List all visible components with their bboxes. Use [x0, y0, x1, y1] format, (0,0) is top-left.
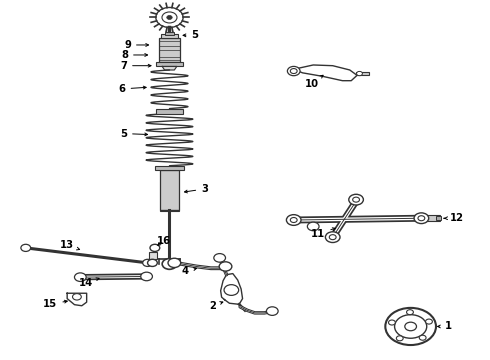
Text: 8: 8 — [121, 50, 147, 60]
Circle shape — [147, 259, 157, 266]
Circle shape — [389, 320, 395, 325]
Bar — [160, 210, 179, 211]
Circle shape — [224, 285, 239, 296]
Bar — [156, 62, 183, 66]
Circle shape — [357, 71, 363, 76]
Circle shape — [349, 194, 364, 205]
Circle shape — [21, 244, 30, 251]
Text: 13: 13 — [59, 240, 79, 250]
Text: 11: 11 — [311, 228, 335, 239]
Circle shape — [396, 336, 403, 341]
Circle shape — [141, 272, 152, 281]
Bar — [159, 38, 180, 62]
Bar — [436, 216, 441, 220]
Circle shape — [418, 216, 425, 221]
Bar — [155, 166, 184, 170]
Text: 2: 2 — [209, 301, 223, 311]
Circle shape — [267, 307, 278, 315]
Bar — [156, 109, 183, 113]
Circle shape — [162, 258, 177, 269]
Bar — [356, 72, 369, 75]
Text: 6: 6 — [119, 84, 146, 94]
Circle shape — [288, 66, 300, 76]
Circle shape — [74, 273, 86, 282]
Circle shape — [385, 308, 436, 345]
Circle shape — [167, 15, 172, 19]
Circle shape — [419, 335, 426, 340]
Text: 14: 14 — [79, 278, 99, 288]
Polygon shape — [162, 66, 177, 70]
Polygon shape — [294, 65, 357, 81]
Text: 4: 4 — [182, 266, 196, 276]
Bar — [148, 252, 157, 259]
Text: 7: 7 — [120, 61, 151, 71]
Bar — [165, 32, 174, 35]
Circle shape — [425, 319, 432, 324]
Circle shape — [325, 232, 340, 243]
Circle shape — [290, 68, 297, 73]
Circle shape — [405, 322, 416, 331]
Circle shape — [150, 244, 160, 251]
Polygon shape — [67, 293, 87, 306]
Circle shape — [156, 8, 183, 27]
Text: 9: 9 — [124, 40, 148, 50]
Circle shape — [353, 197, 360, 202]
Circle shape — [162, 12, 177, 23]
Text: 10: 10 — [305, 75, 323, 89]
Circle shape — [414, 213, 429, 224]
Text: 12: 12 — [444, 213, 464, 223]
Circle shape — [214, 253, 225, 262]
Circle shape — [219, 262, 232, 271]
Circle shape — [287, 215, 301, 225]
Text: 5: 5 — [120, 129, 147, 139]
Polygon shape — [220, 274, 243, 304]
Bar — [426, 215, 440, 221]
Text: 16: 16 — [156, 236, 171, 246]
Circle shape — [290, 217, 297, 222]
Text: 3: 3 — [185, 184, 208, 194]
Text: 5: 5 — [183, 30, 198, 40]
Circle shape — [143, 259, 152, 266]
Circle shape — [394, 315, 427, 338]
Text: 15: 15 — [43, 299, 67, 309]
Text: 1: 1 — [438, 321, 452, 332]
Bar — [160, 170, 179, 210]
Circle shape — [73, 294, 81, 300]
Circle shape — [307, 222, 319, 231]
Bar — [161, 34, 178, 38]
Circle shape — [329, 235, 336, 240]
Circle shape — [168, 258, 181, 267]
Circle shape — [407, 310, 414, 315]
